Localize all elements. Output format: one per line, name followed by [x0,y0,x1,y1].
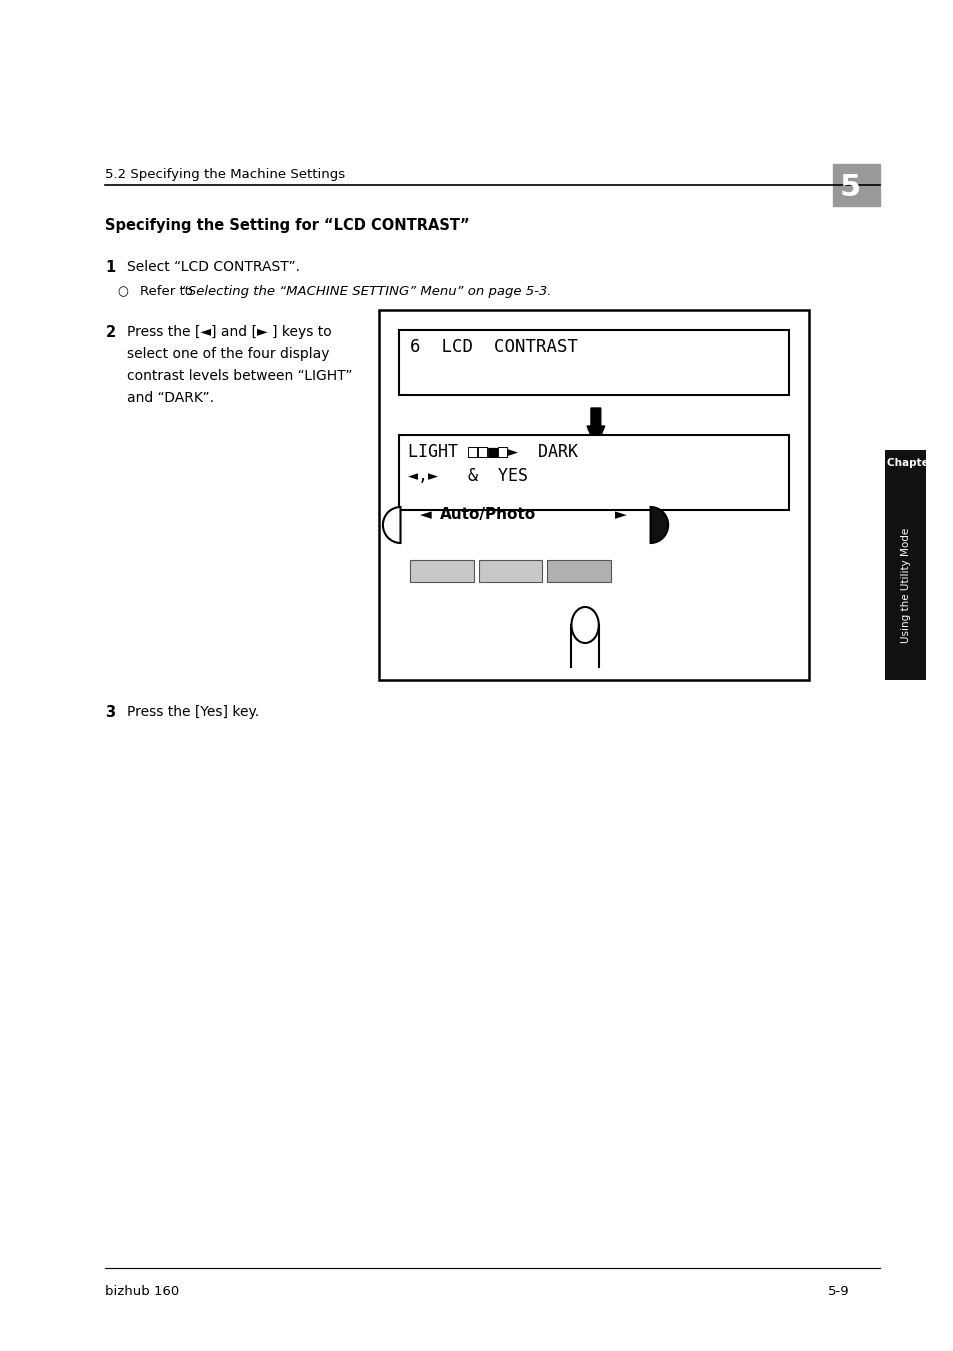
Text: Chapter 5: Chapter 5 [886,458,943,467]
Text: Press the [◄] and [► ] keys to: Press the [◄] and [► ] keys to [127,326,332,339]
Text: Refer to: Refer to [139,285,196,299]
Bar [884,450,925,680]
Text: bizhub 160: bizhub 160 [106,1285,179,1298]
Polygon shape [586,408,604,449]
Text: Select “LCD CONTRAST”.: Select “LCD CONTRAST”. [127,259,299,274]
Text: Specifying the Setting for “LCD CONTRAST”: Specifying the Setting for “LCD CONTRAST… [106,218,470,232]
Bar [378,309,808,680]
Text: contrast levels between “LIGHT”: contrast levels between “LIGHT” [127,369,352,382]
Text: 5: 5 [840,173,861,203]
Text: Auto/Photo: Auto/Photo [439,508,536,523]
Text: 5.2 Specifying the Machine Settings: 5.2 Specifying the Machine Settings [106,168,345,181]
Wedge shape [650,507,667,543]
Ellipse shape [571,607,598,643]
Text: Press the [Yes] key.: Press the [Yes] key. [127,705,259,719]
Text: 6  LCD  CONTRAST: 6 LCD CONTRAST [410,338,578,357]
Bar [832,163,880,205]
Text: Using the Utility Mode: Using the Utility Mode [900,527,909,643]
Text: 3: 3 [106,705,115,720]
Text: 1: 1 [106,259,115,276]
Bar [398,330,788,394]
Bar [546,561,610,582]
Text: ◄: ◄ [419,508,432,523]
Text: select one of the four display: select one of the four display [127,347,329,361]
Wedge shape [382,507,400,543]
Text: and “DARK”.: and “DARK”. [127,390,213,405]
Text: 2: 2 [106,326,115,340]
Text: ◄,►   &  YES: ◄,► & YES [408,467,528,485]
Text: “Selecting the “MACHINE SETTING” Menu” on page 5-3.: “Selecting the “MACHINE SETTING” Menu” o… [180,285,551,299]
Text: 5-9: 5-9 [827,1285,849,1298]
Bar [478,561,541,582]
Text: LIGHT □□■□►  DARK: LIGHT □□■□► DARK [408,443,578,461]
Text: ○: ○ [117,285,128,299]
Bar [410,561,474,582]
Text: ►: ► [615,508,626,523]
Bar [398,435,788,509]
